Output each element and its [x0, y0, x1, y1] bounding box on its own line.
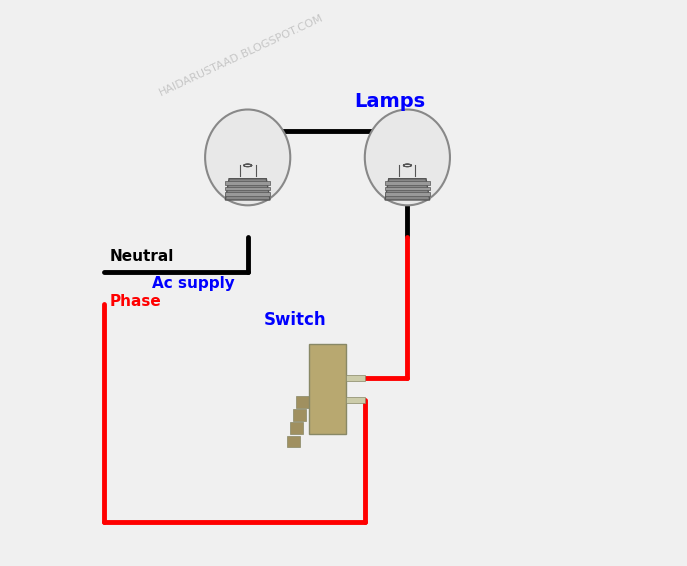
- Text: Lamps: Lamps: [354, 92, 425, 111]
- Bar: [225, 192, 270, 196]
- Bar: [385, 192, 430, 196]
- Bar: [290, 422, 303, 434]
- Ellipse shape: [365, 109, 450, 205]
- Ellipse shape: [205, 109, 291, 205]
- Bar: [385, 181, 430, 185]
- Bar: [225, 187, 270, 190]
- Bar: [346, 375, 365, 381]
- Text: Neutral: Neutral: [109, 249, 174, 264]
- Text: Phase: Phase: [109, 294, 161, 310]
- Bar: [225, 181, 270, 185]
- Bar: [346, 397, 365, 403]
- Polygon shape: [225, 179, 270, 200]
- Bar: [309, 344, 346, 434]
- Bar: [287, 435, 300, 447]
- Text: Ac supply: Ac supply: [152, 276, 235, 291]
- Bar: [293, 409, 306, 421]
- Bar: [385, 187, 430, 190]
- Text: HAIDARUSTAAD.BLOGSPOT.COM: HAIDARUSTAAD.BLOGSPOT.COM: [157, 13, 325, 98]
- Polygon shape: [385, 179, 430, 200]
- Text: Switch: Switch: [264, 311, 326, 329]
- Bar: [296, 396, 309, 408]
